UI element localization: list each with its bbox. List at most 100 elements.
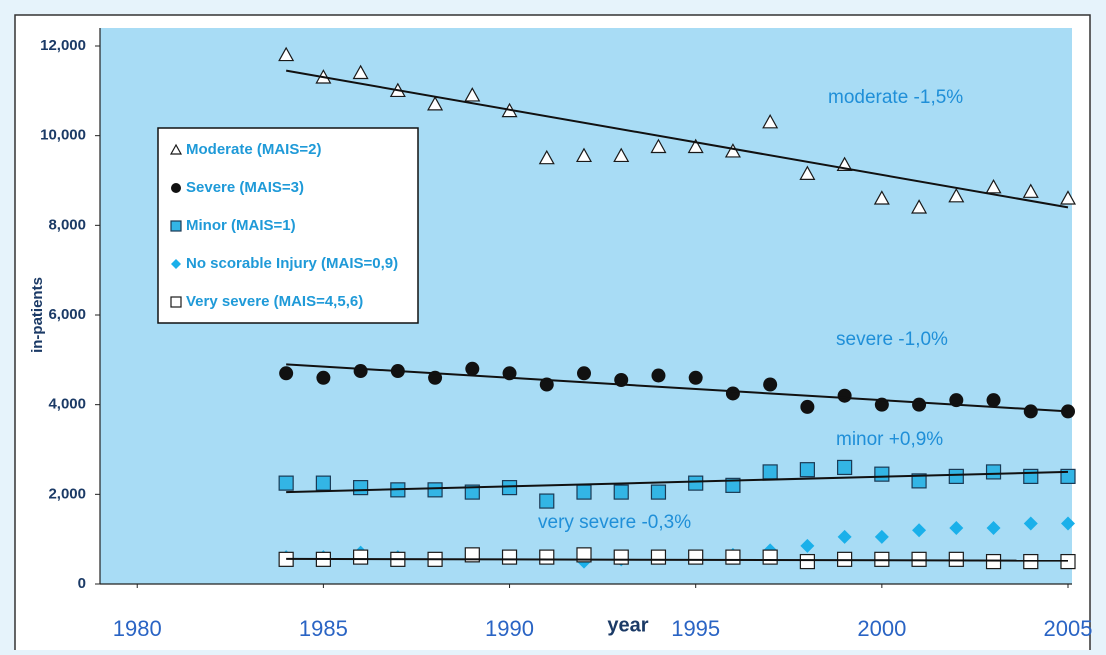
marker-square [576,484,592,500]
marker-square [613,484,629,500]
y-tick-label: 8,000 [48,216,86,233]
marker-circle [912,397,927,412]
marker-triangle [948,187,965,203]
marker-square [874,466,890,482]
marker-diamond [874,529,889,544]
marker-square [170,220,182,232]
x-tick-label: 1995 [671,616,720,641]
y-axis-label: in-patients [29,277,46,353]
y-tick-label: 0 [78,575,86,592]
marker-diamond [912,523,927,538]
x-axis-label: year [607,614,648,636]
marker-square-open [985,553,1002,570]
marker-triangle [911,199,928,214]
legend-label: Minor (MAIS=1) [186,217,296,234]
annotation: moderate -1,5% [828,87,963,108]
legend-label: Very severe (MAIS=4,5,6) [186,293,363,310]
trend-line [286,363,1069,413]
trend-line [285,69,1069,209]
marker-triangle [427,96,444,111]
marker-square [539,493,555,509]
marker-triangle [1059,190,1077,205]
marker-square [501,480,518,496]
marker-square-open [613,549,629,565]
y-tick-label: 4,000 [48,396,86,413]
marker-triangle [575,147,593,163]
marker-circle [651,368,666,383]
trend-line [286,470,1069,494]
marker-circle [279,366,294,381]
legend-box [157,127,419,324]
legend-label: Moderate (MAIS=2) [186,141,321,158]
x-tick-label: 1980 [113,616,162,641]
marker-square-open [539,549,555,565]
marker-square-open [170,296,182,308]
x-tick-label: 2000 [857,616,906,641]
marker-square [762,464,778,480]
x-tick-label: 1985 [299,616,348,641]
y-tick-label: 6,000 [48,306,86,323]
marker-circle [725,386,740,401]
marker-square [353,480,369,496]
marks: 0 2,000 4,000 6,000 8,000 10,000 12,000 1980 198… [40,28,1092,641]
legend-label: Severe (MAIS=3) [186,179,304,196]
marker-square [688,475,704,491]
marker-square [799,462,815,478]
marker-diamond [800,538,815,553]
marker-square [315,475,331,491]
marker-diamond [986,520,1001,535]
marker-square [278,475,294,491]
marker-triangle [724,143,741,158]
marker-triangle [169,143,183,155]
trend-line [286,557,1069,562]
marker-circle [171,183,181,193]
annotation: very severe -0,3% [538,512,691,533]
legend: Moderate (MAIS=2) Severe (MAIS=3) Minor (M… [157,127,419,324]
marker-circle [688,370,703,385]
marker-triangle [985,178,1002,194]
marker-square [650,484,667,500]
marker-circle [837,388,852,403]
marker-square [837,459,853,476]
y-tick-label: 2,000 [48,485,86,502]
y-tick-label: 12,000 [40,37,86,54]
marker-square [1023,468,1039,484]
marker-square [725,477,741,493]
marker-square [948,468,964,484]
marker-circle [353,364,368,379]
marker-square-open [948,551,964,567]
marker-triangle [278,46,295,62]
marker-triangle [650,138,667,154]
x-tick-label: 1990 [485,616,534,641]
marker-square-open [576,547,592,563]
marker-square-open [650,549,667,565]
marker-circle [1023,404,1038,419]
marker-circle [986,393,1001,408]
marker-circle [577,366,591,381]
marker-square-open [501,549,518,565]
marker-square-open [799,553,815,570]
marker-square-open [725,549,741,565]
marker-diamond [837,529,852,544]
marker-diamond [1023,516,1038,531]
marker-circle [465,361,480,376]
annotation: severe -1,0% [836,329,948,350]
x-tick-label: 2005 [1044,616,1093,641]
marker-triangle [762,113,779,129]
marker-square [911,473,927,489]
marker-diamond [949,520,964,535]
marker-circle [316,370,331,385]
marker-triangle [538,149,555,165]
marker-triangle [1022,183,1039,198]
annotation: minor +0,9% [836,429,943,450]
y-tick-label: 10,000 [40,127,86,144]
marker-square-open [762,549,778,565]
marker-triangle [352,64,369,80]
marker-square [464,484,480,500]
marker-diamond [1061,516,1075,531]
marker-triangle [464,87,481,102]
marker-square [985,464,1002,480]
marker-square [427,482,443,498]
marker-circle [800,399,815,414]
